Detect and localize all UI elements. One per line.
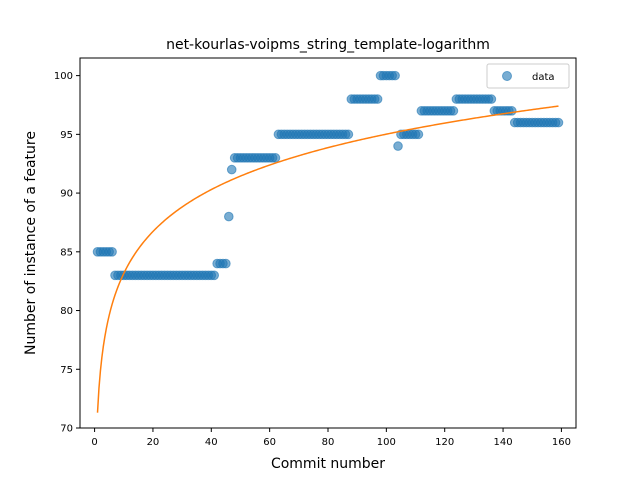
- y-tick-label-80: 80: [60, 306, 73, 317]
- legend-label-data: data: [532, 72, 555, 83]
- data-point-61: [270, 153, 281, 163]
- legend-marker-data: [502, 71, 512, 81]
- x-axis-label: Commit number: [271, 456, 385, 472]
- x-tick-label-100: 100: [377, 437, 396, 448]
- y-axis: 70 75 80 85 90 95 100: [54, 71, 80, 435]
- y-tick-label-100: 100: [54, 71, 73, 82]
- data-point-5: [107, 247, 117, 257]
- y-axis-label: Number of instance of a feature: [23, 131, 39, 355]
- x-tick-label-140: 140: [494, 437, 513, 448]
- x-tick-label-20: 20: [147, 437, 160, 448]
- data-point-86: [343, 129, 354, 140]
- data-point-45: [224, 211, 234, 222]
- fit-line: [96, 105, 559, 413]
- y-tick-label-95: 95: [60, 130, 73, 141]
- x-tick-label-80: 80: [322, 437, 335, 448]
- data-point-110: [413, 129, 424, 140]
- x-tick-label-60: 60: [263, 437, 276, 448]
- data-point-46: [226, 164, 237, 175]
- plot-area: [92, 70, 564, 413]
- data-point-122: [448, 106, 459, 116]
- data-point-103: [393, 141, 403, 151]
- y-tick-label-85: 85: [60, 247, 73, 258]
- legend-box: [486, 63, 570, 89]
- x-tick-label-40: 40: [205, 437, 218, 448]
- y-tick-label-90: 90: [60, 189, 73, 200]
- data-point-142: [507, 106, 517, 116]
- y-tick-label-70: 70: [60, 424, 73, 435]
- x-tick-label-0: 0: [91, 437, 97, 448]
- y-tick-label-75: 75: [60, 365, 73, 376]
- data-point-135: [486, 94, 497, 104]
- x-tick-label-160: 160: [552, 437, 571, 448]
- data-point-40: [209, 270, 220, 281]
- legend: data: [486, 63, 570, 89]
- data-point-44: [221, 258, 231, 269]
- chart-title: net-kourlas-voipms_string_template-logar…: [166, 37, 490, 53]
- data-point-158: [553, 117, 564, 128]
- data-point-102: [390, 70, 400, 81]
- x-axis: 0 20 40 60 80 100 120 140 160: [91, 428, 571, 448]
- x-tick-label-120: 120: [435, 437, 454, 448]
- data-point-96: [372, 94, 383, 104]
